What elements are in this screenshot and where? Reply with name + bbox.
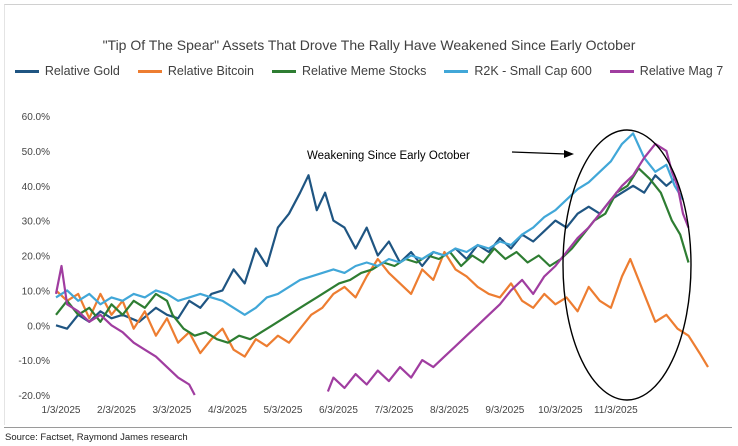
series-line-3 xyxy=(55,167,690,344)
legend-label: R2K - Small Cap 600 xyxy=(474,64,592,78)
highlight-ellipse xyxy=(562,129,692,401)
x-tick-label: 1/3/2025 xyxy=(42,405,81,416)
series-line-2 xyxy=(55,250,709,368)
y-tick-label: 40.0% xyxy=(22,182,50,193)
y-tick-label: 60.0% xyxy=(22,112,50,123)
footer-divider xyxy=(4,427,732,428)
series-line-5 xyxy=(54,142,690,396)
legend-item-mag7: Relative Mag 7 xyxy=(609,64,724,78)
x-tick-label: 10/3/2025 xyxy=(538,405,583,416)
annotation-arrowhead xyxy=(564,150,574,158)
legend-swatch xyxy=(444,69,469,73)
x-tick-label: 4/3/2025 xyxy=(208,405,247,416)
y-tick-label: 10.0% xyxy=(22,286,50,297)
annotation-arrow xyxy=(511,151,567,155)
legend-label: Relative Meme Stocks xyxy=(302,64,427,78)
legend-item-gold: Relative Gold xyxy=(14,64,120,78)
legend-label: Relative Mag 7 xyxy=(639,64,724,78)
annotation-group: Weakening Since Early October xyxy=(307,129,692,401)
x-tick-label: 11/3/2025 xyxy=(594,405,638,416)
x-tick-label: 2/3/2025 xyxy=(97,405,136,416)
source-note: Source: Factset, Raymond James research xyxy=(5,432,188,443)
chart-frame xyxy=(4,4,732,425)
legend-swatch xyxy=(272,69,297,73)
x-tick-label: 8/3/2025 xyxy=(430,405,469,416)
x-tick-label: 6/3/2025 xyxy=(319,405,358,416)
legend-label: Relative Bitcoin xyxy=(167,64,255,78)
legend-item-bitcoin: Relative Bitcoin xyxy=(137,64,255,78)
chart-title: "Tip Of The Spear" Assets That Drove The… xyxy=(102,37,636,53)
series-lines xyxy=(54,132,709,396)
legend-label: Relative Gold xyxy=(44,64,120,78)
y-tick-label: 30.0% xyxy=(22,217,50,228)
legend-item-r2k: R2K - Small Cap 600 xyxy=(444,64,592,78)
x-tick-label: 9/3/2025 xyxy=(485,405,524,416)
x-tick-label: 3/3/2025 xyxy=(153,405,192,416)
x-axis: 1/3/2025 2/3/2025 3/3/2025 4/3/2025 5/3/2025… xyxy=(42,405,639,416)
y-tick-label: -10.0% xyxy=(18,356,50,367)
annotation-text: Weakening Since Early October xyxy=(307,150,470,162)
x-tick-label: 7/3/2025 xyxy=(374,405,413,416)
y-tick-label: 20.0% xyxy=(22,252,50,263)
legend-swatch xyxy=(137,69,162,73)
y-axis: 60.0% 50.0% 40.0% 30.0% 20.0% 10.0% 0.0% -10.0%… xyxy=(18,112,50,402)
y-tick-label: 50.0% xyxy=(22,147,50,158)
y-tick-label: -20.0% xyxy=(18,391,50,402)
x-tick-label: 5/3/2025 xyxy=(263,405,302,416)
series-line-1 xyxy=(55,174,676,330)
legend-item-meme: Relative Meme Stocks xyxy=(272,64,426,78)
legend-swatch xyxy=(14,69,39,73)
series-line-4 xyxy=(55,132,684,316)
chart-legend: Relative Gold Relative Bitcoin Relative … xyxy=(0,64,738,78)
legend-swatch xyxy=(609,69,634,73)
y-tick-label: 0.0% xyxy=(27,321,50,332)
